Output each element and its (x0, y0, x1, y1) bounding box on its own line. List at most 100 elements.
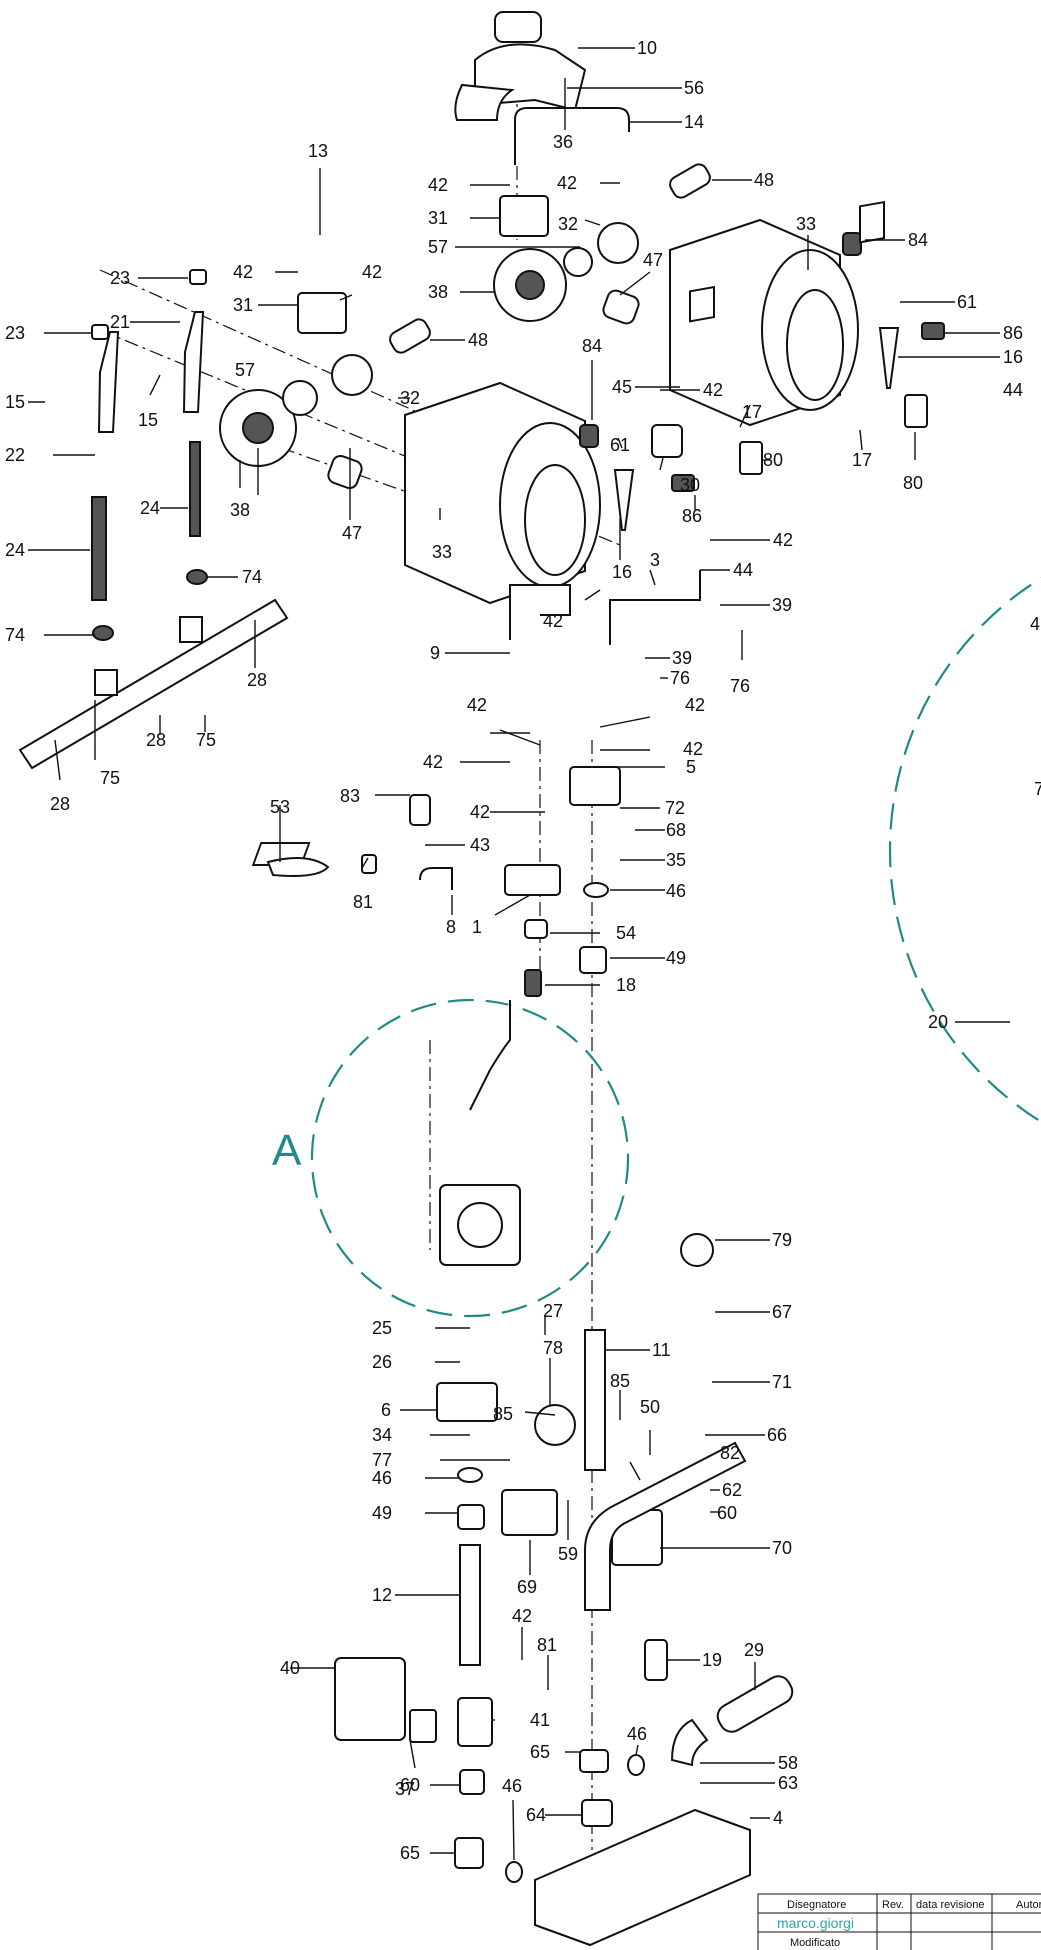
label-80b: 80 (903, 473, 923, 493)
label-63: 63 (778, 1773, 798, 1793)
part-tee-41 (457, 1697, 493, 1747)
label-86a: 86 (1003, 323, 1023, 343)
part-washer-46c (627, 1754, 645, 1776)
label-46b: 46 (372, 1468, 392, 1488)
part-gasket-32a (597, 222, 639, 264)
part-washer-46b (457, 1467, 483, 1483)
assembly-axes (99, 85, 621, 1850)
label-70: 70 (772, 1538, 792, 1558)
label-24a: 24 (140, 498, 160, 518)
part-fitting-83 (409, 794, 431, 826)
label-65a: 65 (530, 1742, 550, 1762)
label-33a: 33 (796, 214, 816, 234)
label-28a: 28 (247, 670, 267, 690)
label-42f: 42 (773, 530, 793, 550)
part-fitting-49b (457, 1504, 485, 1530)
label-76b: 76 (730, 676, 750, 696)
label-27: 27 (543, 1301, 563, 1321)
label-54: 54 (616, 923, 636, 943)
tb-header-date: data revisione (916, 1899, 985, 1911)
label-62: 62 (722, 1480, 742, 1500)
part-pipe-big (584, 1441, 747, 1611)
detail-label-a: A (272, 1126, 302, 1175)
label-81b: 81 (537, 1635, 557, 1655)
label-18: 18 (616, 975, 636, 995)
label-46c: 46 (627, 1724, 647, 1744)
label-78: 78 (543, 1338, 563, 1358)
part-37 (409, 1709, 437, 1743)
label-12: 12 (372, 1585, 392, 1605)
detail-circle-enlarged (888, 577, 1041, 1123)
part-elbow-58 (670, 1718, 709, 1767)
label-57b: 57 (235, 360, 255, 380)
label-23a: 23 (110, 268, 130, 288)
label-49b: 49 (372, 1503, 392, 1523)
label-9: 9 (430, 643, 440, 663)
tb-header-drawer: Disegnatore (787, 1899, 846, 1911)
part-nut-74b (92, 625, 114, 641)
label-42b: 42 (557, 173, 577, 193)
label-19: 19 (702, 1650, 722, 1670)
label-3: 3 (650, 550, 660, 570)
label-74b: 74 (5, 625, 25, 645)
part-flange-47a (602, 289, 640, 325)
part-cylinder-29 (716, 1675, 794, 1733)
part-80b (904, 394, 928, 428)
label-64: 64 (526, 1805, 546, 1825)
part-30 (651, 424, 683, 458)
part-valve-19 (644, 1639, 668, 1681)
part-tee-75a (179, 616, 203, 643)
label-6: 6 (381, 1400, 391, 1420)
label-32b: 32 (400, 388, 420, 408)
part-pipe-8 (419, 867, 453, 890)
part-86b (671, 474, 695, 492)
label-74a: 74 (242, 567, 262, 587)
label-42g: 42 (543, 611, 563, 631)
label-10: 10 (637, 38, 657, 58)
part-burner-48a (669, 163, 711, 199)
label-65b: 65 (400, 1843, 420, 1863)
label-42j: 42 (423, 752, 443, 772)
label-11: 11 (652, 1340, 671, 1360)
label-48a: 48 (754, 170, 774, 190)
label-83: 83 (340, 786, 360, 806)
label-79: 79 (772, 1230, 792, 1250)
label-26: 26 (372, 1352, 392, 1372)
label-5: 5 (686, 757, 696, 777)
label-8: 8 (446, 917, 456, 937)
label-71: 71 (772, 1372, 792, 1392)
label-49a: 49 (666, 948, 686, 968)
parts (18, 11, 945, 1947)
part-clamp-79 (680, 1233, 714, 1267)
part-burner-48b (389, 318, 431, 354)
label-38a: 38 (428, 282, 448, 302)
label-28c: 28 (50, 794, 70, 814)
part-fitting-65b (454, 1837, 484, 1869)
part-heat-exchanger-33b (404, 381, 601, 605)
label-72: 72 (665, 798, 685, 818)
part-pipe-14 (514, 107, 630, 165)
label-42l: 42 (470, 802, 490, 822)
label-76a: 76 (670, 668, 690, 688)
label-15b: 15 (138, 410, 158, 430)
label-61a: 61 (957, 292, 977, 312)
label-66: 66 (767, 1425, 787, 1445)
label-42d: 42 (362, 262, 382, 282)
label-67: 67 (772, 1302, 792, 1322)
label-41: 41 (530, 1710, 550, 1730)
part-tee-75b (94, 669, 118, 696)
label-59: 59 (558, 1544, 578, 1564)
label-38b: 38 (230, 500, 250, 520)
label-85b: 85 (493, 1404, 513, 1424)
label-53: 53 (270, 797, 290, 817)
title-block: Disegnatore Rev. data revisione Autor ma… (757, 1893, 1041, 1950)
part-washer-46d (505, 1861, 523, 1883)
part-gas-valve-31b (297, 292, 347, 334)
part-hose-53 (266, 857, 330, 877)
part-flex-hose-24b (189, 441, 201, 537)
label-34: 34 (372, 1425, 392, 1445)
part-fitting-65a (579, 1749, 609, 1773)
part-fitting-60 (459, 1769, 485, 1795)
label-32a: 32 (558, 214, 578, 234)
label-17a: 17 (742, 402, 762, 422)
